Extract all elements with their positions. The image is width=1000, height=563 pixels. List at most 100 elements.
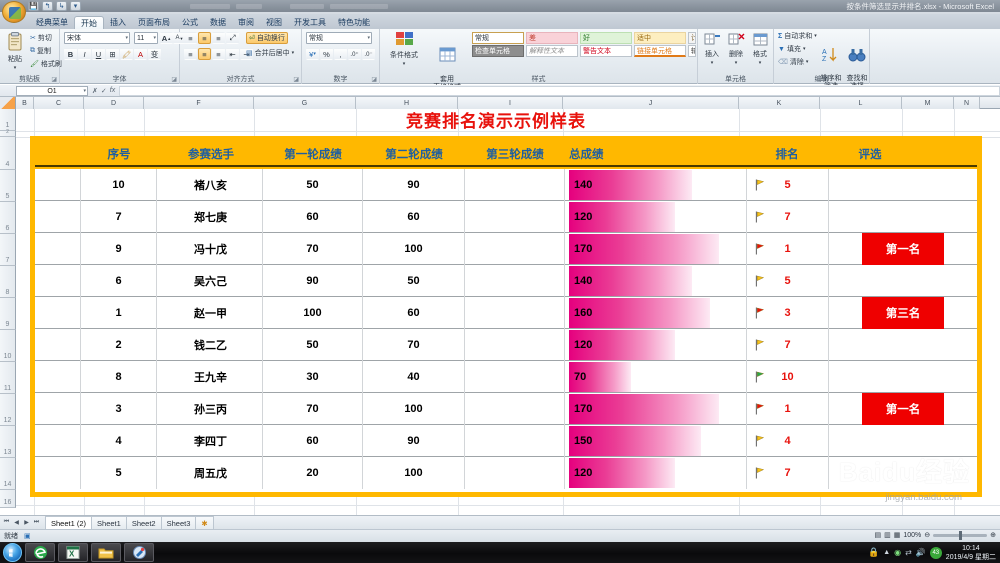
undo-icon[interactable]: ↰ [42, 1, 53, 11]
column-header-I[interactable]: I [458, 97, 563, 109]
formula-input[interactable] [119, 85, 1000, 96]
orientation-button[interactable]: ⤢ [226, 32, 239, 44]
phonetic-guide-button[interactable]: 变 [148, 48, 161, 60]
cell-style-warning[interactable]: 警告文本 [580, 45, 632, 57]
taskbar-item-paint[interactable] [124, 543, 154, 562]
borders-button[interactable]: ⊞ [106, 48, 119, 60]
zoom-slider[interactable] [933, 530, 988, 540]
table-row[interactable]: 1 赵一甲 100 60 160 3 第三名 [35, 297, 977, 329]
cell-style-check[interactable]: 检查单元格 [472, 45, 524, 57]
tab-home[interactable]: 开始 [74, 16, 104, 29]
chevron-down-icon[interactable]: ▾ [710, 60, 714, 66]
quick-access-toolbar[interactable]: 💾 ↰ ↳ ▾ [28, 1, 81, 11]
macro-record-icon[interactable]: ▣ [24, 533, 31, 540]
align-center-button[interactable]: ≡ [198, 48, 211, 60]
enter-icon[interactable]: ✓ [100, 87, 107, 95]
column-header-N[interactable]: N [954, 97, 980, 109]
column-header-H[interactable]: H [356, 97, 458, 109]
font-style-row[interactable]: B I U ⊞ 🖍 A 变 [64, 48, 161, 60]
italic-button[interactable]: I [78, 48, 91, 60]
view-normal-icon[interactable]: ▤ [874, 532, 882, 539]
cell-style-explanatory[interactable]: 解释性文本 [526, 45, 578, 57]
fill-button[interactable]: ▼ 填充 ▾ [778, 44, 805, 54]
start-button[interactable] [3, 543, 22, 562]
redo-icon[interactable]: ↳ [56, 1, 67, 11]
horizontal-align-row[interactable]: ≡ ≡ ≡ ⇤ ⇥ [184, 48, 253, 60]
prev-sheet-icon[interactable]: ◀ [14, 520, 19, 526]
row-header-5[interactable]: 5 [0, 170, 16, 202]
insert-function-icon[interactable]: fx [109, 87, 116, 94]
increase-decimal-button[interactable]: .0⁺ [348, 48, 361, 60]
grow-font-button[interactable]: A ▲ [160, 32, 173, 44]
merge-center-button[interactable]: ▤ 合并后居中 ▾ [246, 48, 294, 58]
ribbon-tab-strip[interactable]: 经典菜单 开始 插入 页面布局 公式 数据 审阅 视图 开发工具 特色功能 [0, 14, 1000, 29]
column-header-B[interactable]: B [16, 97, 34, 109]
taskbar-item-browser[interactable] [25, 543, 55, 562]
alignment-dialog-launcher[interactable]: ◪ [293, 77, 299, 83]
align-left-button[interactable]: ≡ [184, 48, 197, 60]
table-row[interactable]: 5 周五戊 20 100 120 7 [35, 457, 977, 489]
system-tray[interactable]: 🔒 ▲ ◉ ⇄ 🔊 43 10:14 2019/4/9 星期二 [868, 542, 996, 563]
formula-bar-buttons[interactable]: ✗ ✓ fx [92, 87, 115, 95]
sheet-tab-sheet2[interactable]: Sheet2 [125, 516, 162, 529]
conditional-formatting-button[interactable]: 条件格式 ▾ [384, 31, 424, 68]
font-dialog-launcher[interactable]: ◪ [171, 77, 177, 83]
notification-badge[interactable]: 43 [929, 546, 942, 559]
column-header-C[interactable]: C [34, 97, 84, 109]
comma-style-button[interactable]: , [334, 48, 347, 60]
tray-icons[interactable]: 🔒 ▲ ◉ ⇄ 🔊 43 [868, 546, 942, 559]
first-sheet-icon[interactable]: ⏮ [3, 519, 10, 525]
zoom-in-icon[interactable]: ⊕ [990, 532, 996, 539]
row-header-1[interactable]: 1 [0, 109, 16, 131]
column-header-G[interactable]: G [254, 97, 356, 109]
table-row[interactable]: 7 郑七庚 60 60 120 7 [35, 201, 977, 233]
chevron-down-icon[interactable]: ▾ [291, 50, 295, 56]
chevron-down-icon[interactable]: ▾ [802, 46, 806, 52]
chevron-down-icon[interactable]: ▾ [70, 1, 81, 11]
sheet-tab-sheet1-2[interactable]: Sheet1 (2) [45, 516, 93, 529]
cancel-icon[interactable]: ✗ [92, 87, 98, 95]
sheet-tab-sheet1[interactable]: Sheet1 [91, 516, 127, 529]
network-icon[interactable]: ◉ [894, 548, 902, 557]
align-bottom-button[interactable]: ≡ [212, 32, 225, 44]
chevron-down-icon[interactable]: ▾ [758, 60, 762, 66]
bold-button[interactable]: B [64, 48, 77, 60]
row-header-14[interactable]: 14 [0, 458, 16, 490]
select-all-corner[interactable] [0, 97, 16, 109]
tab-special[interactable]: 特色功能 [338, 18, 370, 27]
percent-style-button[interactable]: % [320, 48, 333, 60]
column-header-K[interactable]: K [739, 97, 820, 109]
cut-button[interactable]: ✂ 剪切 [30, 33, 52, 43]
tab-view[interactable]: 视图 [266, 18, 282, 27]
table-row[interactable]: 8 王九辛 30 40 70 10 [35, 361, 977, 393]
shrink-font-button[interactable]: A ▼ [173, 32, 186, 44]
insert-sheet-button[interactable]: ✱ [195, 516, 214, 529]
chevron-down-icon[interactable]: ▾ [805, 59, 809, 65]
sheet-tab-bar[interactable]: ⏮ ◀ ▶ ⏭ Sheet1 (2) Sheet1 Sheet2 Sheet3 … [0, 515, 1000, 529]
shrink-font-icon[interactable]: A ▼ [173, 32, 186, 44]
table-row[interactable]: 2 钱二乙 50 70 120 7 [35, 329, 977, 361]
column-header-F[interactable]: F [144, 97, 254, 109]
paste-button[interactable]: 粘贴 ▾ [2, 32, 28, 72]
table-row[interactable]: 10 褚八亥 50 90 140 5 [35, 169, 977, 201]
tab-developer[interactable]: 开发工具 [294, 18, 326, 27]
grow-font-icon[interactable]: A ▲ [160, 32, 173, 44]
tab-classic-menu[interactable]: 经典菜单 [36, 18, 68, 27]
decrease-indent-button[interactable]: ⇤ [226, 48, 239, 60]
cell-style-good[interactable]: 好 [580, 32, 632, 44]
chevron-down-icon[interactable]: ▾ [402, 61, 406, 67]
column-header-M[interactable]: M [902, 97, 954, 109]
font-color-button[interactable]: A [134, 48, 147, 60]
volume-icon[interactable]: 🔊 [915, 548, 926, 557]
row-header-9[interactable]: 9 [0, 298, 16, 330]
column-header-J[interactable]: J [563, 97, 739, 109]
cell-style-neutral[interactable]: 适中 [634, 32, 686, 44]
view-layout-icon[interactable]: ▥ [884, 532, 891, 539]
insert-cells-button[interactable]: 插入 ▾ [700, 32, 724, 67]
currency-button[interactable]: ¥ ▾ [306, 48, 319, 60]
table-row[interactable]: 9 冯十戊 70 100 170 1 第一名 [35, 233, 977, 265]
taskbar-item-explorer[interactable] [91, 543, 121, 562]
font-size-combo[interactable]: 11 [134, 32, 158, 44]
zoom-out-icon[interactable]: ⊖ [924, 532, 931, 539]
table-row[interactable]: 6 吴六己 90 50 140 5 [35, 265, 977, 297]
